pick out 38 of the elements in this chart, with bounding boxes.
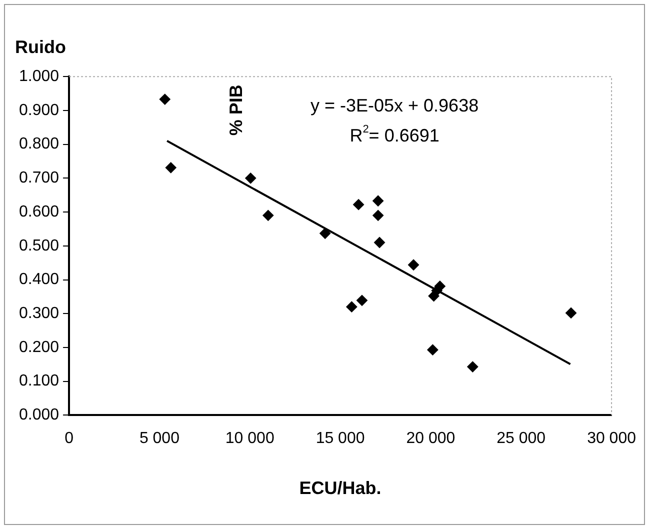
point	[372, 210, 384, 221]
x-tick-label: 20 000	[406, 430, 456, 448]
point	[353, 199, 364, 210]
chart-title: Ruido	[15, 36, 66, 57]
y-tick-label: 0.700	[18, 170, 60, 187]
point	[356, 294, 368, 306]
point	[427, 344, 438, 356]
x-tick-label: 25 000	[496, 430, 546, 448]
y-tick-label: 0.100	[18, 372, 60, 390]
point	[566, 307, 577, 318]
point	[165, 162, 176, 174]
x-tick-label: 30 000	[587, 430, 636, 448]
point	[346, 301, 358, 312]
y-tick-label: 1.000	[18, 68, 60, 86]
y-tick-label: 0.800	[18, 136, 60, 153]
annotation: y = -3E-05x + 0.9638	[310, 96, 479, 116]
x-tick-label: 15 000	[316, 430, 365, 448]
y-axis-title: % PIB	[226, 84, 246, 136]
x-axis-title: ECU/Hab.	[299, 478, 382, 498]
point	[408, 259, 420, 270]
point	[262, 210, 274, 221]
y-tick-label: 0.600	[18, 203, 60, 220]
x-tick-label: 10 000	[225, 430, 274, 448]
point	[372, 195, 384, 206]
point	[428, 290, 440, 302]
y-tick-label: 0.200	[18, 338, 60, 356]
x-tick-label: 5 000	[139, 430, 180, 448]
y-tick-label: 0.000	[18, 406, 60, 424]
y-tick-label: 0.900	[18, 102, 60, 119]
point	[159, 94, 170, 105]
point	[320, 228, 331, 239]
y-tick-label: 0.300	[18, 305, 60, 322]
point	[245, 172, 256, 184]
y-tick-label: 0.400	[18, 271, 60, 288]
point	[374, 237, 386, 248]
x-tick-label: 0	[64, 430, 74, 448]
point	[467, 361, 478, 372]
y-tick-label: 0.500	[18, 237, 60, 254]
